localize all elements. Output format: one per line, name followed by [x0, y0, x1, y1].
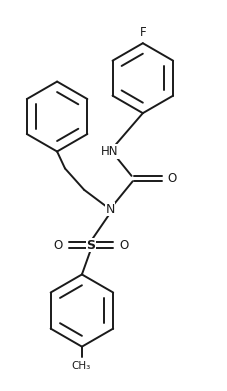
Text: HN: HN [101, 145, 119, 158]
Text: O: O [168, 172, 177, 185]
Text: F: F [140, 26, 146, 39]
Text: CH₃: CH₃ [71, 361, 90, 371]
Text: S: S [86, 239, 95, 252]
Text: O: O [119, 239, 128, 252]
Text: O: O [54, 239, 63, 252]
Text: N: N [105, 203, 115, 215]
